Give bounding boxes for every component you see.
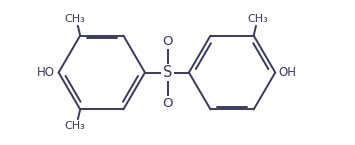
Text: S: S	[163, 65, 172, 80]
Text: CH₃: CH₃	[64, 14, 85, 24]
Text: CH₃: CH₃	[247, 14, 268, 24]
Text: O: O	[162, 97, 173, 110]
Text: O: O	[162, 35, 173, 48]
Text: OH: OH	[279, 66, 297, 79]
Text: HO: HO	[37, 66, 55, 79]
Text: CH₃: CH₃	[64, 121, 85, 131]
